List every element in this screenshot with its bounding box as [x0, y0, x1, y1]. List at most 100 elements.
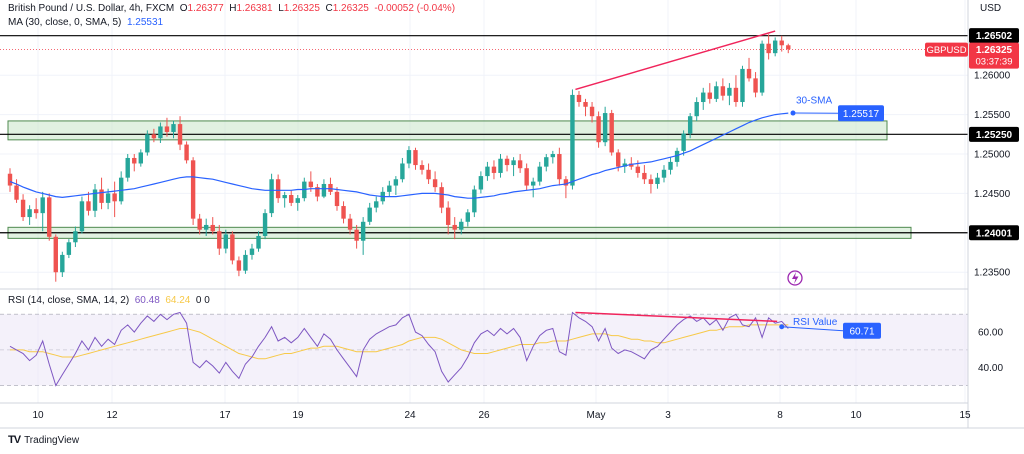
candle-body — [746, 68, 752, 79]
ma-label[interactable]: MA (30, close, 0, SMA, 5) — [8, 17, 122, 28]
price-axis-tags: 1.26502 1.25250 1.24001 GBPUSD 1.2632503:37:… — [925, 28, 1019, 241]
candle-body — [256, 235, 261, 249]
candle-body — [413, 150, 418, 166]
price-trendline — [575, 30, 776, 91]
time-tick-label: May — [587, 410, 606, 421]
rsi-tick-label: 60.00 — [978, 328, 1003, 339]
symbol-title[interactable]: British Pound / U.S. Dollar, 4h, FXCM — [8, 3, 175, 14]
candle-body — [217, 231, 222, 249]
candle-body — [164, 126, 170, 132]
sma-callout-label: 30-SMA — [796, 95, 832, 106]
candle-body — [491, 166, 497, 173]
candle-body — [648, 179, 654, 184]
level-tag-label: 1.24001 — [976, 228, 1013, 239]
level-tag-label: 1.25250 — [976, 130, 1013, 141]
candle-body — [563, 179, 569, 186]
candle-body — [544, 157, 549, 167]
rsi-label[interactable]: RSI (14, close, SMA, 14, 2) — [8, 295, 130, 306]
candle-body — [766, 43, 771, 54]
rsi-callout-label: RSI Value — [793, 317, 838, 328]
low-value: 1.26325 — [283, 3, 320, 14]
candle-body — [125, 157, 130, 178]
candle-body — [230, 234, 235, 261]
candle-body — [419, 165, 425, 170]
rsi-ma-value: 64.24 — [165, 295, 191, 306]
candle-body — [432, 179, 438, 188]
close-value: 1.26325 — [332, 3, 369, 14]
candle-body — [138, 152, 143, 164]
candle-body — [642, 172, 647, 180]
candle-body — [315, 187, 320, 197]
candle-body — [694, 102, 699, 117]
trendlines — [575, 30, 778, 323]
candle-body — [236, 260, 242, 271]
candle-body — [360, 221, 366, 241]
change-value: -0.00052 (-0.04%) — [374, 3, 456, 14]
candle-body — [786, 45, 791, 50]
candle-body — [681, 133, 686, 151]
tradingview-logo[interactable]: TV TradingView — [8, 434, 79, 446]
candle-body — [478, 176, 484, 190]
time-axis-ticks: 10 12 17 19 24 26 May 3 8 10 15 — [32, 410, 971, 421]
candle-body — [524, 168, 529, 186]
time-tick-label: 24 — [404, 410, 416, 421]
candle-body — [589, 106, 595, 117]
candle-body — [727, 87, 732, 96]
candle-body — [53, 236, 58, 273]
sma-callout-value: 1.25517 — [843, 109, 880, 120]
support-zone — [7, 120, 888, 141]
candle-body — [550, 154, 556, 158]
candle-body — [753, 78, 758, 93]
candle-body — [714, 86, 719, 99]
candle-body — [537, 166, 542, 182]
candle-body — [132, 157, 137, 164]
candle-body — [79, 201, 85, 232]
candle-body — [354, 229, 359, 241]
time-tick-label: 8 — [777, 410, 783, 421]
candle-body — [701, 92, 706, 103]
tradingview-logo-text: TradingView — [24, 434, 80, 446]
open-label: O — [179, 3, 188, 14]
time-tick-label: 15 — [959, 410, 971, 421]
time-tick-label: 10 — [32, 410, 44, 421]
candle-body — [118, 177, 124, 202]
candle-body — [387, 185, 392, 192]
candle-body — [400, 163, 405, 180]
price-tick-label: 1.24500 — [974, 189, 1011, 200]
countdown-value: 03:37:39 — [976, 57, 1013, 68]
candle-body — [635, 166, 641, 173]
candle-body — [73, 231, 78, 243]
candle-body — [321, 183, 327, 197]
rsi-line — [9, 311, 789, 387]
level-tag-label: 1.26502 — [976, 31, 1013, 42]
candle-body — [485, 166, 490, 177]
current-price-value: 1.26325 — [976, 45, 1013, 56]
time-tick-label: 26 — [478, 410, 490, 421]
candle-body — [275, 179, 281, 199]
price-tick-label: 1.23500 — [974, 268, 1011, 279]
candle-body — [20, 199, 26, 218]
tradingview-logo-icon: TV — [8, 434, 21, 446]
legend-ma: MA (30, close, 0, SMA, 5) 1.25531 — [8, 17, 163, 28]
alert-icon[interactable] — [787, 270, 803, 286]
symbol-tag-label: GBPUSD — [926, 45, 966, 56]
candle-body — [720, 86, 726, 96]
candle-body — [14, 185, 19, 200]
candle-body — [759, 43, 765, 93]
candle-body — [210, 224, 215, 232]
candle-body — [570, 94, 575, 186]
candle-body — [347, 218, 353, 230]
price-tick-label: 1.26000 — [974, 71, 1011, 82]
candle-body — [197, 218, 202, 230]
candle-body — [668, 161, 673, 170]
level-tag-box — [969, 225, 1019, 241]
candle-body — [47, 197, 52, 237]
candle-body — [655, 177, 660, 184]
high-label: H — [229, 3, 237, 14]
candle-body — [40, 197, 45, 214]
candle-body — [27, 209, 32, 218]
candle-body — [406, 150, 412, 164]
candle-body — [687, 116, 693, 134]
candle-body — [112, 193, 117, 202]
